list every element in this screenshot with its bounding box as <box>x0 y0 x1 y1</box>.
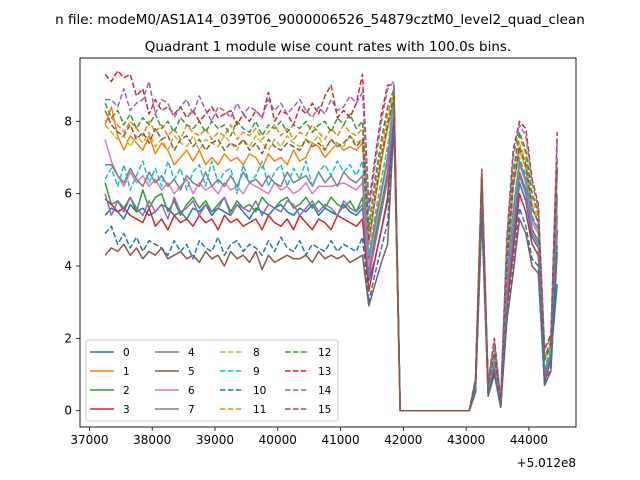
legend-label: 8 <box>253 347 260 359</box>
x-offset-label: +5.012e8 <box>517 456 576 470</box>
legend-label: 15 <box>318 404 331 416</box>
legend-label: 6 <box>188 385 195 397</box>
x-tick-label: 40000 <box>259 433 297 447</box>
x-tick-label: 43000 <box>447 433 485 447</box>
x-tick-label: 42000 <box>384 433 422 447</box>
legend-label: 3 <box>123 404 130 416</box>
plot-frame <box>79 57 577 428</box>
series-line-14 <box>105 80 558 412</box>
y-tick-label: 6 <box>64 187 72 201</box>
y-tick-label: 4 <box>64 259 72 273</box>
series-line-15 <box>104 95 558 412</box>
x-tick-label: 41000 <box>321 433 359 447</box>
y-tick-label: 8 <box>64 114 72 128</box>
chart-title: Quadrant 1 module wise count rates with … <box>145 39 511 55</box>
legend-box <box>85 339 339 422</box>
legend-label: 14 <box>318 385 332 397</box>
legend-label: 9 <box>253 366 260 378</box>
figure-title: n file: modeM0/AS1A14_039T06_9000006526_… <box>55 12 585 28</box>
x-axis: 37000 38000 39000 40000 41000 42000 43000 44000 <box>70 427 548 447</box>
legend-label: 4 <box>188 347 195 359</box>
y-tick-label: 0 <box>64 404 72 418</box>
legend-label: 12 <box>318 347 331 359</box>
x-tick-label: 39000 <box>196 433 234 447</box>
series-line-10 <box>104 116 558 412</box>
legend-label: 13 <box>318 366 331 378</box>
x-tick-label: 44000 <box>510 433 548 447</box>
legend-label: 2 <box>123 385 130 397</box>
y-tick-label: 2 <box>64 331 72 345</box>
legend-label: 5 <box>188 366 195 378</box>
legend-label: 11 <box>253 404 266 416</box>
legend-label: 0 <box>123 347 130 359</box>
legend-label: 1 <box>123 366 130 378</box>
x-tick-label: 38000 <box>133 433 171 447</box>
series-line-8 <box>104 91 558 412</box>
legend-label: 10 <box>253 385 266 397</box>
series-layer <box>104 69 558 412</box>
x-tick-label: 37000 <box>70 433 108 447</box>
series-line-9 <box>104 98 558 412</box>
legend-label: 7 <box>188 404 195 416</box>
y-axis: 0 2 4 6 8 <box>64 114 80 418</box>
